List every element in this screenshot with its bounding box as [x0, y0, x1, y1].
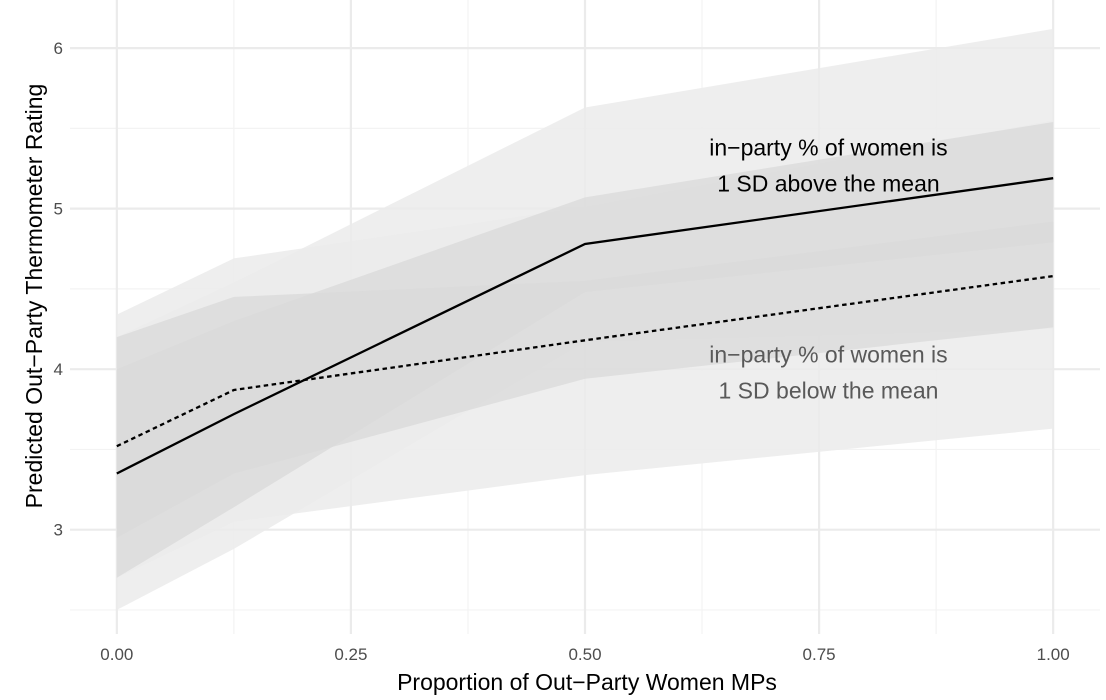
x-tick-label: 0.75: [803, 645, 836, 664]
series-lines: [116, 177, 1054, 475]
x-axis-title: Proportion of Out−Party Women MPs: [397, 669, 777, 695]
annotation-1-line-1: in−party % of women is: [709, 135, 947, 161]
annotation-1-line-2: 1 SD above the mean: [717, 171, 939, 197]
y-tick-label: 3: [54, 521, 63, 540]
y-tick-label: 4: [54, 360, 63, 379]
x-tick-label: 1.00: [1037, 645, 1070, 664]
series-1-line: [116, 177, 1054, 475]
series-1-inner-band: [116, 122, 1054, 578]
annotation-2-line-2: 1 SD below the mean: [719, 378, 939, 404]
y-tick-label: 6: [54, 39, 63, 58]
x-tick-label: 0.25: [334, 645, 367, 664]
confidence-bands: [116, 28, 1054, 610]
x-tick-label: 0.50: [568, 645, 601, 664]
series-2-inner-band: [116, 221, 1054, 538]
series-2-line: [116, 274, 1054, 448]
annotation-2-line-1: in−party % of women is: [709, 342, 947, 368]
y-axis-title: Predicted Out−Party Thermometer Rating: [21, 84, 47, 509]
x-tick-label: 0.00: [100, 645, 133, 664]
tick-labels: 0.00 0.25 0.50 0.75 1.00 3 4 5 6: [54, 39, 1070, 664]
y-tick-label: 5: [54, 200, 63, 219]
annotations: in−party % of women is 1 SD above the mea…: [709, 135, 947, 404]
